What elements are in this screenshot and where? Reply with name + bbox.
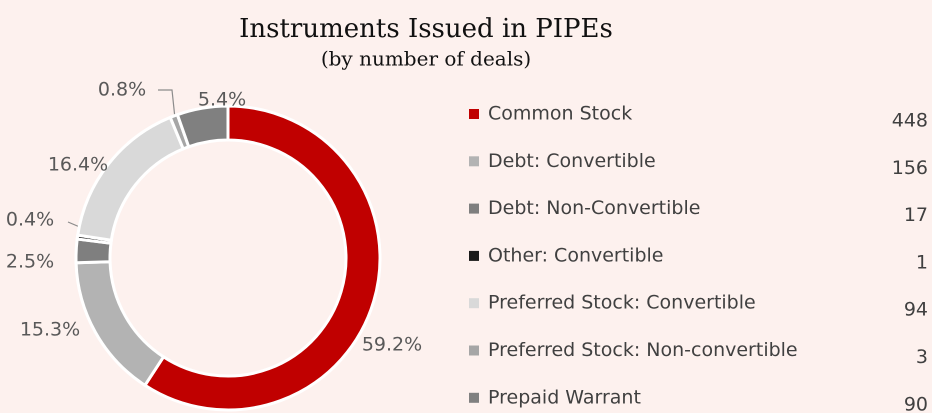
legend-label: Other: Convertible [488,244,664,266]
chart-subtitle: (by number of deals) [321,47,531,71]
legend-label: Debt: Non-Convertible [488,197,700,219]
legend-marker [469,250,479,261]
chart-title: Instruments Issued in PIPEs [239,14,613,44]
data-label: 5.4% [198,89,246,111]
count-label: 17 [904,204,928,226]
legend-label: Preferred Stock: Convertible [488,292,756,314]
legend-marker [469,392,479,403]
legend-marker [469,109,479,119]
legend-label: Common Stock [488,103,632,125]
count-label: 90 [904,393,928,413]
legend-label: Prepaid Warrant [488,386,641,408]
data-label: 16.4% [48,154,108,176]
count-label: 1 [916,251,928,273]
legend-label: Debt: Convertible [488,150,656,172]
slice [175,104,230,149]
count-label: 94 [904,299,928,321]
count-label: 448 [892,110,928,132]
data-label: 0.8% [98,79,146,101]
data-label: 59.2% [362,334,422,356]
data-label: 2.5% [6,251,54,273]
count-label: 156 [892,157,928,179]
slice [74,260,166,388]
legend-marker [469,203,479,214]
legend-marker [469,156,479,167]
data-label: 0.4% [6,209,54,231]
count-label: 3 [916,346,928,368]
data-label: 15.3% [20,319,80,341]
slice [76,115,186,242]
legend-marker [469,345,479,356]
legend-label: Preferred Stock: Non-convertible [488,339,798,361]
slice [142,104,382,412]
legend-marker [469,298,479,309]
